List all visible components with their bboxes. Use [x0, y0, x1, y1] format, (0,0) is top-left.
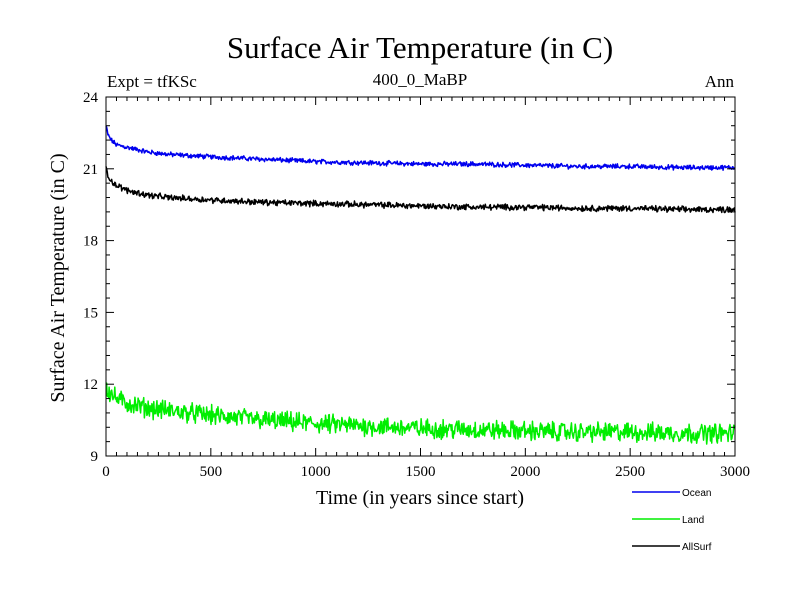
ticks-layer: 0 500 1000 1500 2000 2500 3000 9 12 15 18 21 24	[83, 90, 750, 480]
x-tick-label: 3000	[720, 464, 750, 480]
y-tick-label: 18	[83, 234, 98, 250]
x-axis-label: Time (in years since start)	[316, 487, 524, 509]
subtitle-left: Expt = tfKSc	[107, 72, 197, 91]
subtitle-center: 400_0_MaBP	[373, 70, 467, 89]
legend-label-ocean: Ocean	[682, 488, 711, 499]
x-tick-label: 1000	[301, 464, 331, 480]
subtitle-right: Ann	[705, 72, 735, 91]
x-tick-label: 1500	[406, 464, 436, 480]
x-tick-label: 2500	[615, 464, 645, 480]
plot-frame	[105, 96, 736, 457]
legend-label-land: Land	[682, 515, 704, 526]
series-layer	[105, 125, 736, 445]
y-tick-label: 24	[83, 90, 99, 106]
series-line-ocean	[105, 125, 736, 171]
legend-layer: Ocean Land AllSurf	[632, 488, 712, 553]
x-tick-label: 500	[200, 464, 223, 480]
series-line-land	[105, 382, 736, 445]
y-axis-label: Surface Air Temperature (in C)	[47, 153, 69, 402]
y-tick-label: 12	[83, 377, 98, 393]
chart-title: Surface Air Temperature (in C)	[227, 30, 613, 65]
y-tick-label: 9	[91, 449, 99, 465]
legend-label-allsurf: AllSurf	[682, 542, 712, 553]
series-line-allsurf	[105, 166, 736, 214]
x-tick-label: 0	[102, 464, 110, 480]
y-tick-label: 15	[83, 305, 98, 321]
x-tick-label: 2000	[510, 464, 540, 480]
y-tick-label: 21	[83, 162, 98, 178]
